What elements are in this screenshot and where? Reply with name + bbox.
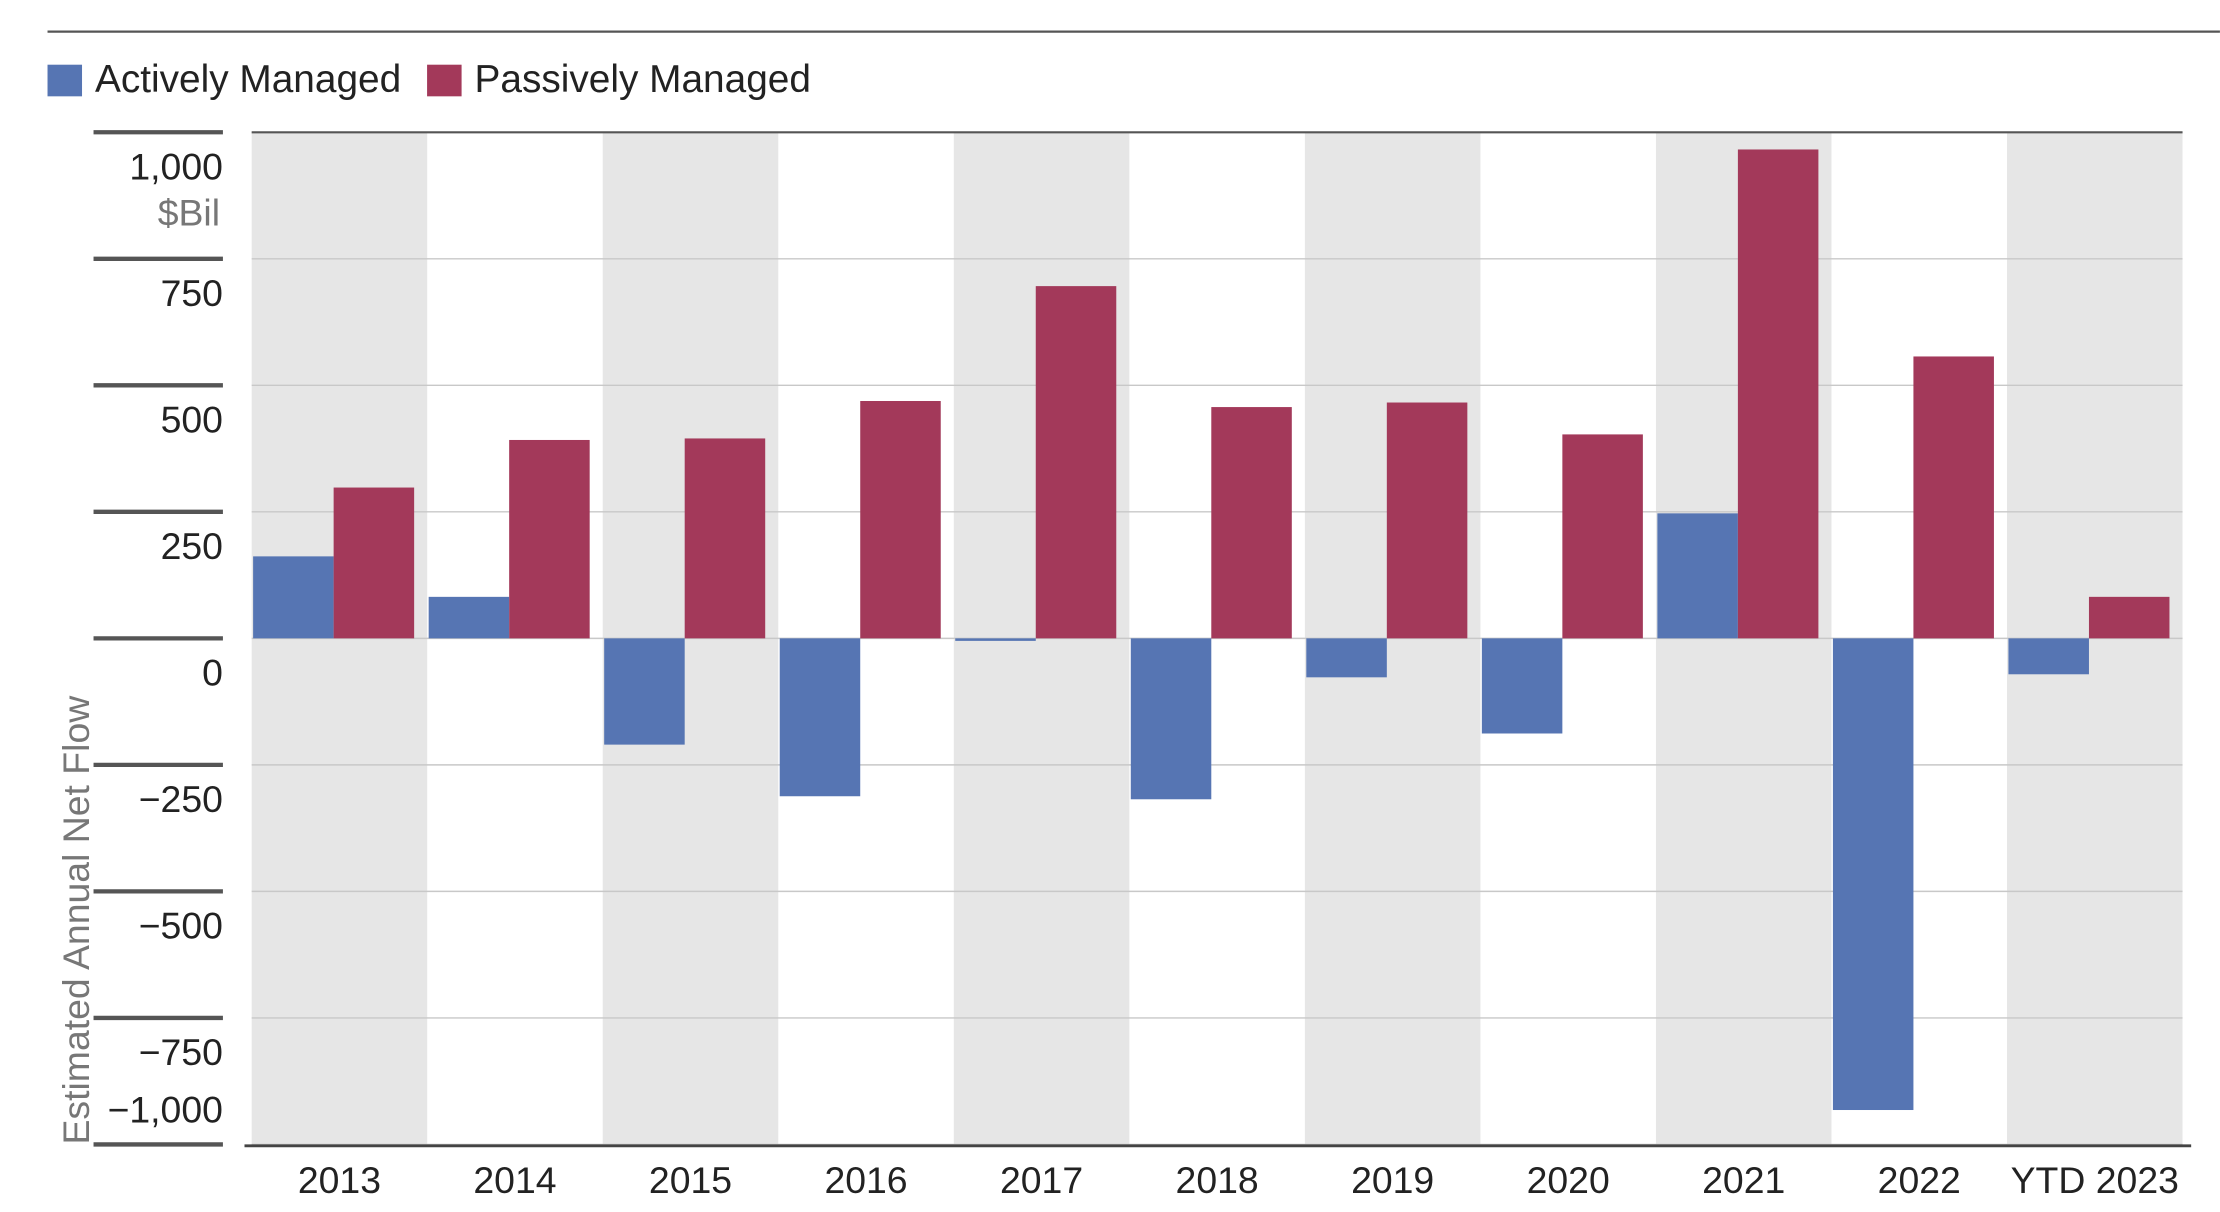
bar [509,439,590,639]
x-tick-label: 2014 [473,1159,556,1201]
x-tick-label: 2020 [1527,1159,1610,1201]
y-unit: $Bil [158,192,220,234]
bar [1562,434,1643,639]
x-tick-label: 2019 [1351,1159,1434,1201]
legend-swatch [47,64,83,97]
x-tick-label: 2021 [1702,1159,1785,1201]
bar [1211,407,1292,639]
bar [1737,149,1819,639]
bar [1657,513,1738,639]
x-tick-label: 2022 [1878,1159,1961,1201]
y-tick-label: −750 [139,1031,223,1073]
bar [1481,638,1563,734]
bar [955,638,1036,641]
bar [253,556,334,639]
legend-label: Actively Managed [95,58,401,101]
y-tick-label: 500 [161,399,223,441]
x-tick-label: 2018 [1176,1159,1259,1201]
y-tick-label: 250 [161,525,223,567]
bar [1386,402,1468,639]
x-tick-label: 2013 [298,1159,381,1201]
bar [1035,286,1117,639]
bar [333,487,415,639]
bar [428,596,510,639]
bar [779,638,861,797]
y-tick-label: 0 [202,652,223,694]
y-tick-label: −500 [139,905,223,947]
bar [860,400,941,639]
bar [2088,596,2170,639]
bar [1130,638,1212,800]
bar [684,438,766,639]
x-tick-label: YTD 2023 [2011,1159,2179,1201]
bar [1913,356,1994,639]
bar [604,638,685,745]
y-tick-label: −250 [139,778,223,820]
bar [2008,638,2089,675]
y-tick-label: −1,000 [108,1089,223,1131]
y-axis-label: Estimated Annual Net Flow [55,695,97,1145]
legend-swatch [427,64,462,97]
y-tick-label: 750 [161,272,223,314]
bar [1306,638,1387,678]
x-tick-label: 2016 [824,1159,907,1201]
x-tick-label: 2017 [1000,1159,1083,1201]
x-tick-label: 2015 [649,1159,732,1201]
y-tick-label: 1,000 [129,146,223,188]
legend-label: Passively Managed [475,58,811,101]
bar [1832,638,1914,1111]
